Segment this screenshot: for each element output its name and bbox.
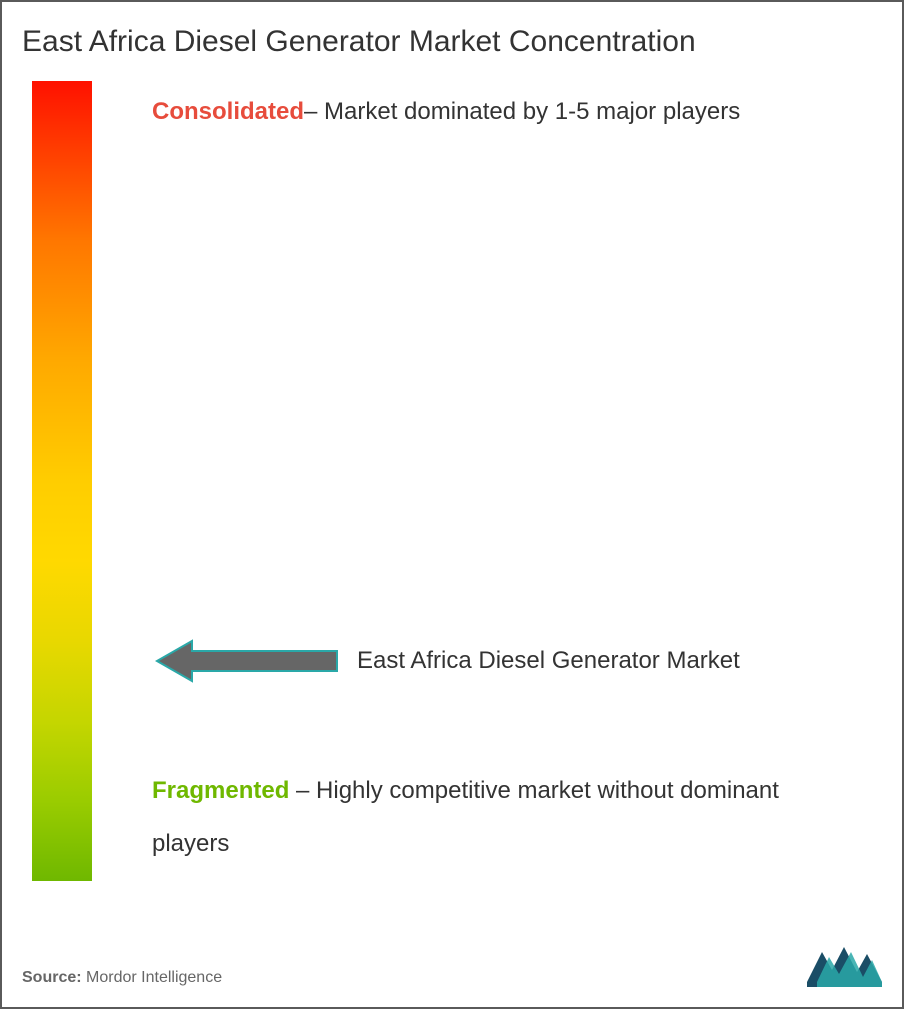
content-area: Consolidated– Market dominated by 1-5 ma… [22, 71, 882, 891]
consolidated-label: Consolidated [152, 98, 304, 125]
fragmented-section: Fragmented – Highly competitive market w… [152, 765, 862, 871]
fragmented-text: Fragmented – Highly competitive market w… [152, 777, 779, 857]
labels-area: Consolidated– Market dominated by 1-5 ma… [92, 81, 882, 891]
page-title: East Africa Diesel Generator Market Conc… [22, 22, 882, 61]
fragmented-label: Fragmented [152, 777, 289, 804]
arrow-icon [152, 636, 342, 686]
consolidated-text: Consolidated– Market dominated by 1-5 ma… [152, 98, 740, 125]
concentration-scale-bar [32, 81, 92, 881]
market-label: East Africa Diesel Generator Market [357, 644, 740, 678]
main-container: East Africa Diesel Generator Market Conc… [0, 0, 904, 1009]
source-label: Source: [22, 969, 82, 986]
source-citation: Source: Mordor Intelligence [22, 969, 222, 987]
market-pointer: East Africa Diesel Generator Market [152, 636, 862, 686]
source-value: Mordor Intelligence [82, 969, 223, 986]
mordor-logo-icon [807, 942, 882, 987]
consolidated-section: Consolidated– Market dominated by 1-5 ma… [152, 86, 862, 139]
consolidated-description: – Market dominated by 1-5 major players [304, 98, 740, 125]
footer: Source: Mordor Intelligence [22, 942, 882, 987]
